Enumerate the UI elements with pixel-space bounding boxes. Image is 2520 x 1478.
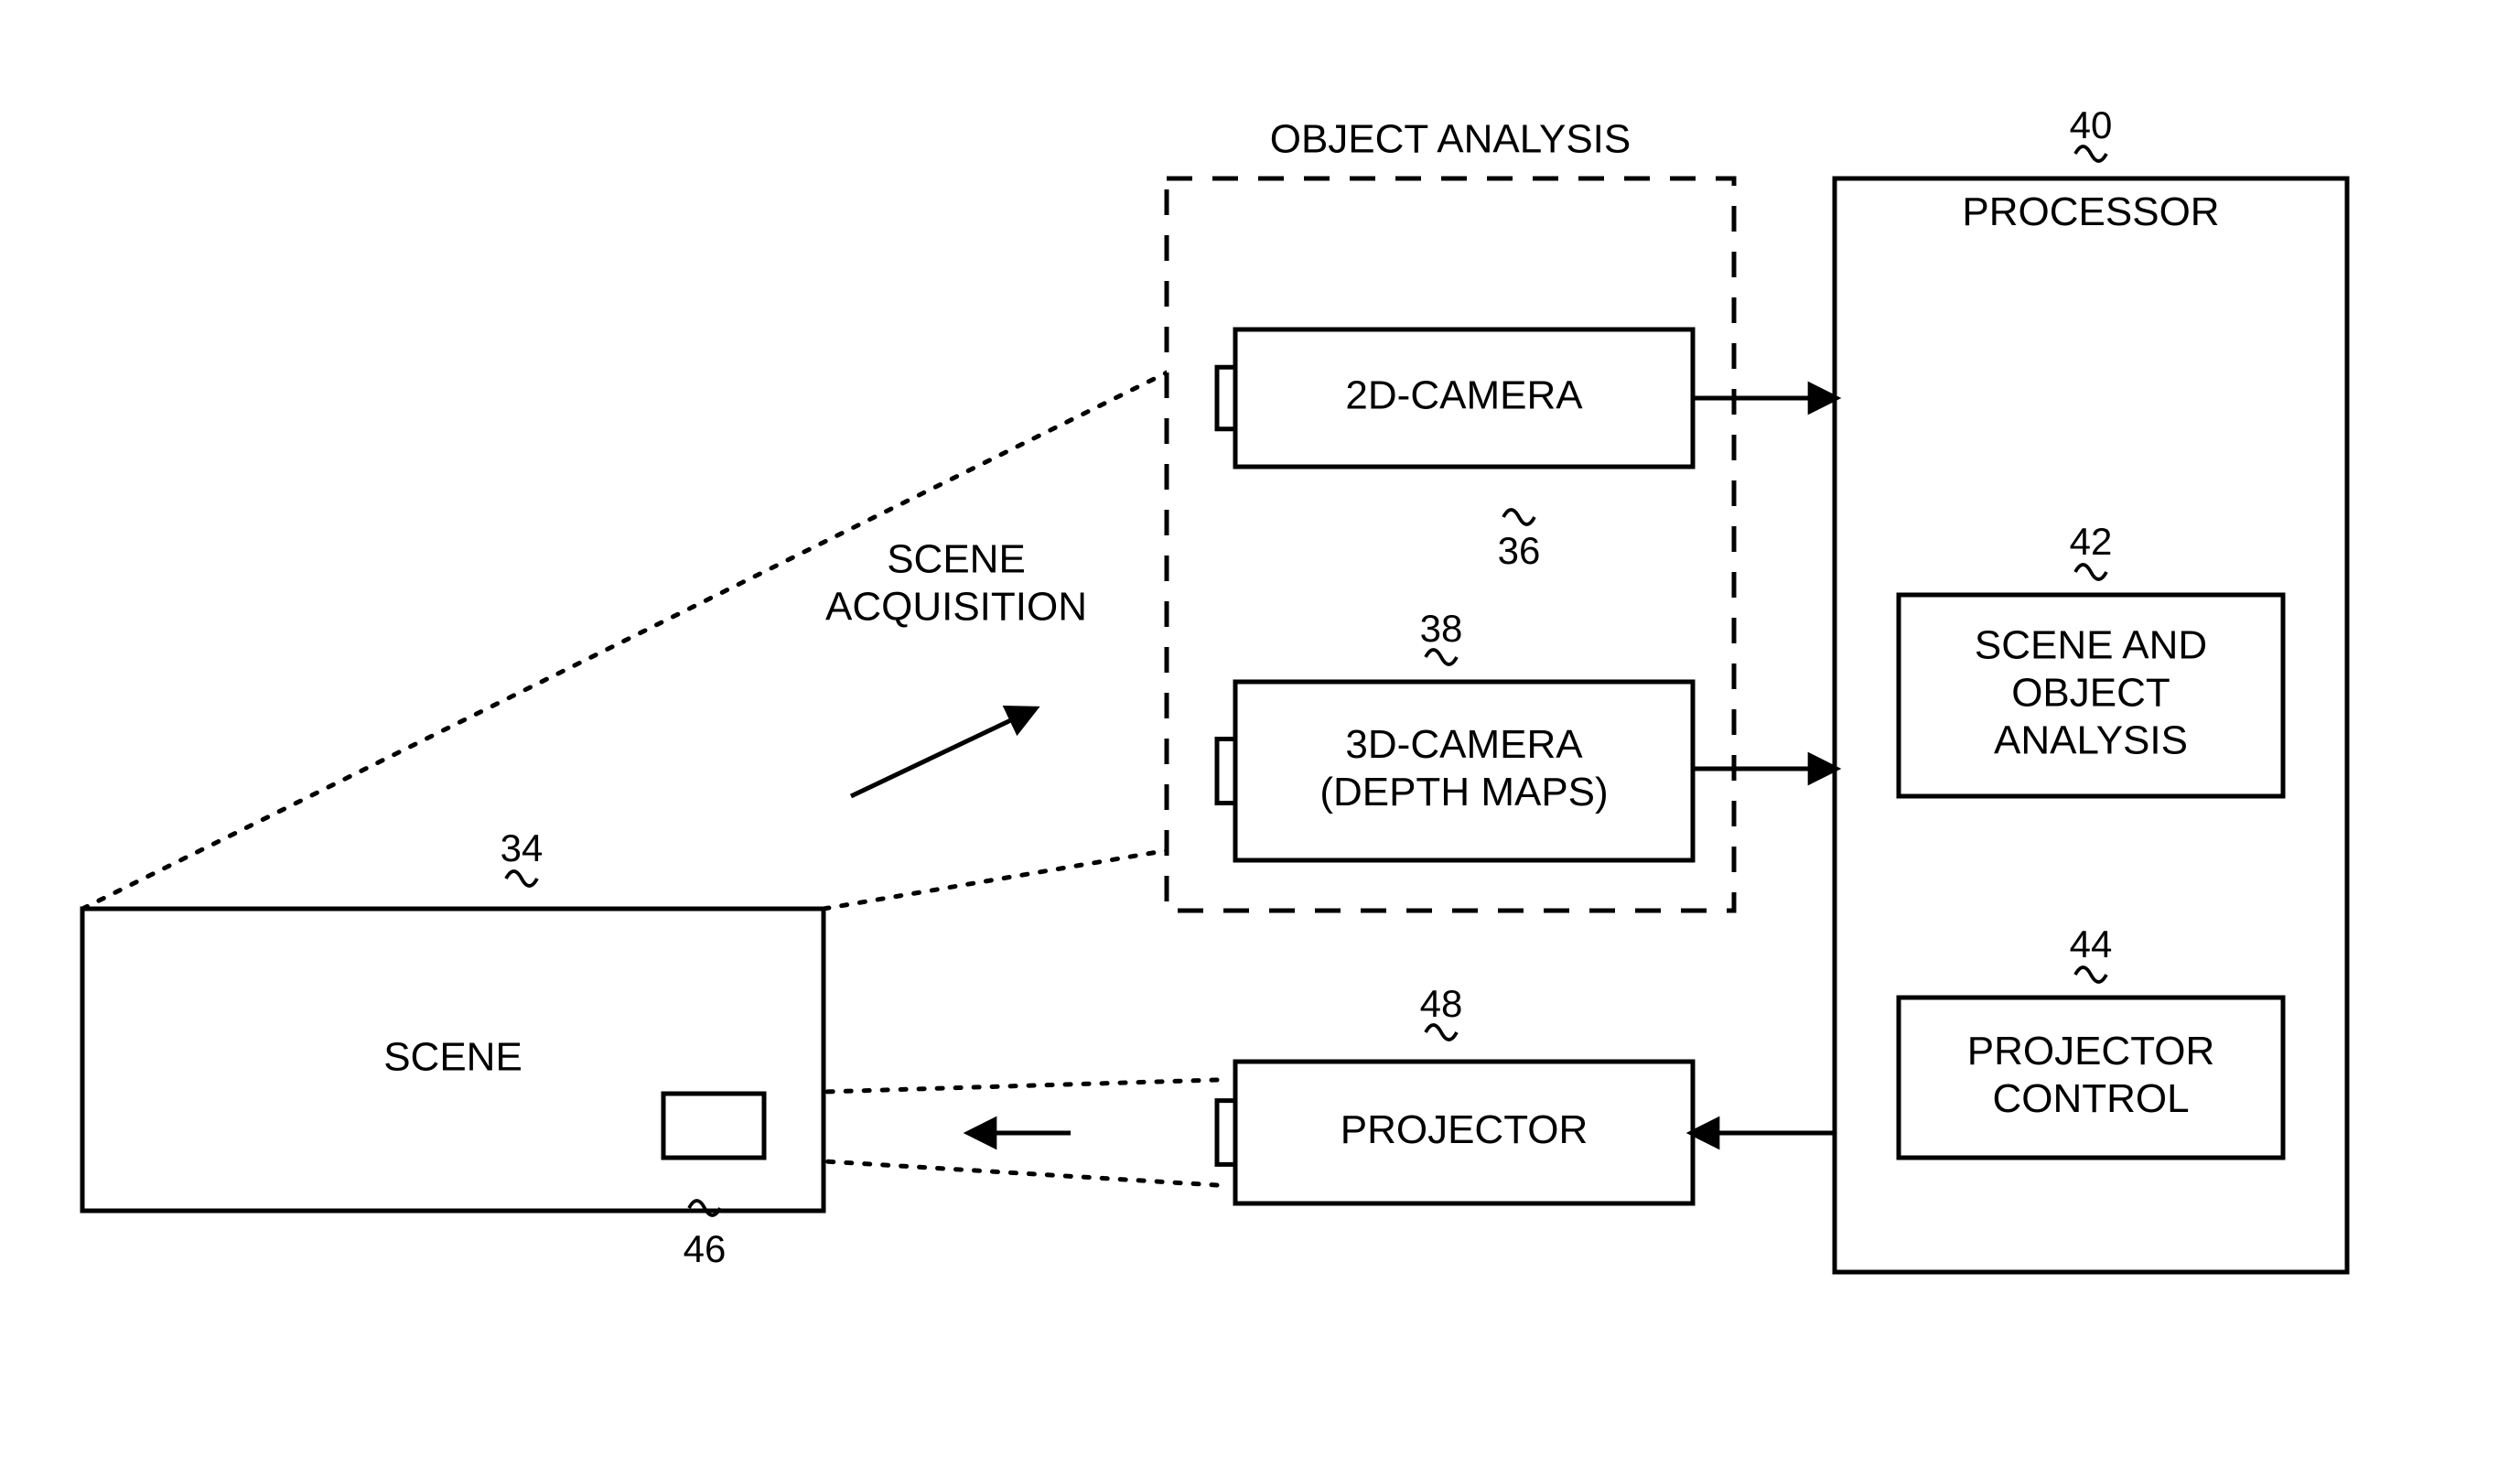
svg-text:SCENE AND: SCENE AND (1975, 623, 2207, 668)
ref-number: 34 (501, 826, 544, 869)
svg-text:OBJECT ANALYSIS: OBJECT ANALYSIS (1270, 117, 1632, 162)
ref-squiggle (1426, 1025, 1457, 1040)
svg-text:PROJECTOR: PROJECTOR (1341, 1107, 1588, 1152)
svg-text:SCENE: SCENE (383, 1035, 522, 1080)
ref-squiggle (2075, 146, 2106, 161)
svg-text:PROJECTOR: PROJECTOR (1967, 1029, 2215, 1073)
svg-text:PROCESSOR: PROCESSOR (1962, 189, 2219, 234)
ref-number: 36 (1498, 529, 1541, 572)
svg-text:2D-CAMERA: 2D-CAMERA (1345, 373, 1583, 418)
ref-number: 40 (2070, 103, 2113, 146)
svg-text:ACQUISITION: ACQUISITION (825, 585, 1087, 630)
dotted-fov_bottom (824, 842, 1217, 909)
ref-number: 46 (684, 1227, 727, 1270)
svg-text:3D-CAMERA: 3D-CAMERA (1345, 722, 1583, 767)
svg-text:CONTROL: CONTROL (1992, 1076, 2189, 1121)
svg-text:OBJECT: OBJECT (2011, 671, 2170, 716)
ref-number: 48 (1420, 982, 1463, 1025)
ref-number: 38 (1420, 607, 1463, 650)
box-obj46 (663, 1094, 764, 1158)
ref-number: 42 (2070, 520, 2113, 563)
ref-number: 44 (2070, 922, 2113, 966)
dotted-proj_top (764, 1080, 1217, 1094)
ref-squiggle (506, 871, 537, 886)
lens (1217, 739, 1235, 804)
lens (1217, 1101, 1235, 1165)
svg-text:ANALYSIS: ANALYSIS (1994, 718, 2188, 763)
svg-text:(DEPTH MAPS): (DEPTH MAPS) (1319, 770, 1608, 815)
dotted-proj_bot (764, 1158, 1217, 1185)
lens (1217, 367, 1235, 429)
svg-text:SCENE: SCENE (887, 537, 1026, 582)
arrow-scene_acq_arrow (851, 709, 1034, 796)
